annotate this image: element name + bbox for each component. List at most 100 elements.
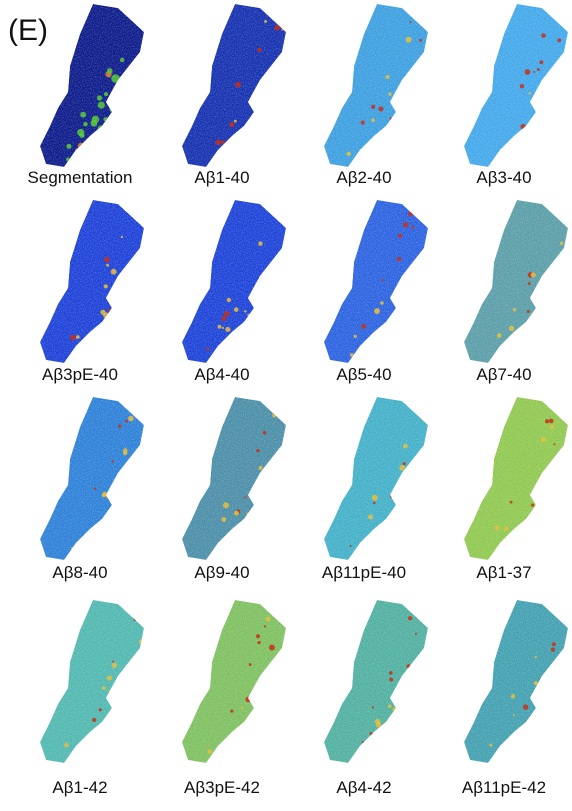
- tissue-spot: [557, 421, 559, 423]
- tissue-spot: [92, 144, 97, 149]
- tissue-spot: [98, 102, 105, 109]
- tissue-spot: [110, 108, 114, 112]
- tissue-spot: [519, 326, 525, 332]
- tissue-spot: [517, 334, 521, 338]
- tissue-spot: [121, 236, 123, 238]
- tissue-spot: [258, 241, 263, 246]
- tissue-spot: [249, 663, 252, 666]
- tissue-spot: [534, 681, 538, 685]
- panel-label: (E): [8, 14, 48, 47]
- tissue-spot: [288, 15, 293, 20]
- tissue-spot: [76, 335, 80, 339]
- tissue-image: [160, 198, 290, 368]
- tissue-spot: [264, 625, 266, 627]
- tissue-spot: [362, 741, 364, 743]
- tissue-texture: [18, 198, 148, 368]
- tissue-spot: [225, 141, 229, 145]
- tissue-spot: [525, 128, 531, 134]
- tissue-spot: [504, 527, 508, 531]
- tissue-spot: [88, 341, 93, 346]
- tissue-spot: [382, 131, 387, 136]
- figure-panel: (E) SegmentationAβ1-40Aβ2-40Aβ3-40Aβ3pE-…: [0, 0, 572, 806]
- tissue-image: [160, 395, 290, 565]
- tissue-spot: [223, 502, 229, 508]
- tissue-image: [442, 395, 572, 565]
- tissue-spot: [281, 29, 283, 31]
- tissue-spot: [371, 118, 375, 122]
- tissue-texture: [302, 395, 432, 565]
- tissue-spot: [107, 309, 110, 312]
- tissue-spot: [510, 152, 514, 156]
- tissue-spot: [403, 274, 407, 278]
- tissue-spot: [154, 8, 158, 12]
- tile-label: Aβ1-42: [52, 778, 107, 797]
- tissue-spot: [120, 476, 122, 478]
- tissue-spot: [403, 444, 408, 449]
- tissue-spot: [553, 443, 555, 445]
- tissue-spot: [84, 347, 86, 349]
- tissue-spot: [91, 138, 99, 146]
- tissue-texture: [302, 2, 432, 172]
- tissue-spot: [123, 451, 128, 456]
- tissue-spot: [104, 92, 108, 96]
- tissue-spot: [71, 547, 73, 549]
- tissue-spot: [232, 346, 235, 349]
- tissue-spot: [234, 511, 239, 516]
- tissue-spot: [378, 106, 383, 111]
- tissue-spot: [146, 416, 149, 419]
- tile-label: Aβ3pE-40: [42, 365, 118, 384]
- tissue-spot: [103, 117, 108, 122]
- tissue-spot: [408, 616, 412, 620]
- tissue-spot: [389, 671, 393, 675]
- tissue-spot: [531, 504, 534, 507]
- tissue-spot: [541, 437, 546, 442]
- tile-label: Aβ4-40: [194, 365, 249, 384]
- tissue-spot: [230, 531, 233, 534]
- tissue-spot: [112, 660, 114, 662]
- tissue-spot: [112, 460, 115, 463]
- tissue-spot: [551, 648, 555, 652]
- tissue-spot: [284, 211, 288, 215]
- tissue-spot: [531, 272, 536, 277]
- tissue-spot: [116, 687, 120, 691]
- tissue-spot: [264, 20, 267, 23]
- tissue-spot: [94, 487, 96, 489]
- tissue-spot: [509, 326, 514, 331]
- tissue-spot: [230, 710, 233, 713]
- tissue-spot: [107, 68, 113, 74]
- tissue-spot: [84, 145, 90, 151]
- tissue-spot: [380, 301, 384, 305]
- tissue-spot: [75, 149, 80, 154]
- tissue-spot: [278, 612, 283, 617]
- tissue-spot: [392, 707, 397, 712]
- tissue-texture: [442, 598, 572, 768]
- tissue-spot: [118, 424, 122, 428]
- tile-label: Aβ3pE-42: [184, 778, 260, 797]
- tile-label: Aβ9-40: [194, 563, 249, 582]
- tissue-spot: [510, 501, 513, 504]
- tissue-spot: [552, 642, 556, 646]
- tissue-spot: [549, 419, 554, 424]
- tissue-spot: [226, 745, 230, 749]
- tissue-spot: [272, 414, 276, 418]
- tissue-spot: [97, 125, 105, 133]
- tissue-spot: [354, 335, 357, 338]
- tissue-spot: [206, 348, 209, 351]
- tissue-spot: [511, 694, 515, 698]
- tissue-spot: [115, 685, 121, 691]
- tissue-spot: [80, 133, 85, 138]
- tissue-spot: [266, 617, 271, 622]
- tissue-spot: [70, 335, 76, 341]
- tissue-image: [160, 2, 293, 172]
- tissue-spot: [510, 534, 515, 539]
- tissue-spot: [365, 747, 370, 752]
- tissue-spot: [566, 412, 569, 415]
- tissue-spot: [111, 269, 117, 275]
- tissue-spot: [253, 103, 259, 109]
- tile-label: Aβ11pE-40: [322, 563, 406, 582]
- tissue-spot: [390, 493, 396, 499]
- tissue-spot: [104, 284, 108, 288]
- tissue-spot: [222, 327, 224, 329]
- tissue-spot: [375, 719, 380, 724]
- tissue-spot: [403, 222, 408, 227]
